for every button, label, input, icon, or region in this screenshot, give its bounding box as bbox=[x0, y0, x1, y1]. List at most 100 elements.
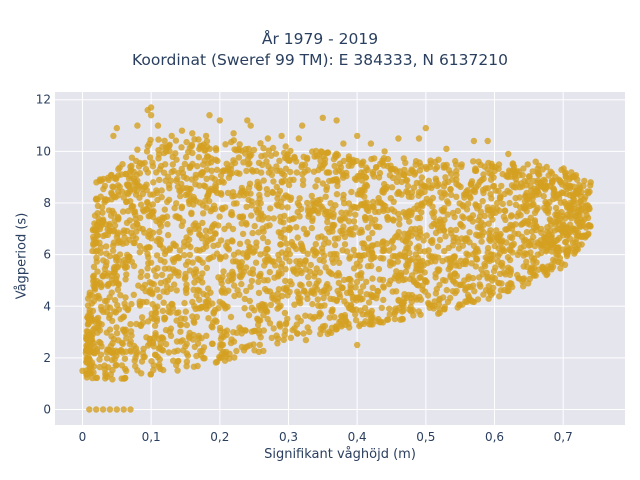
data-point bbox=[401, 248, 409, 255]
data-point bbox=[179, 169, 187, 177]
data-point bbox=[145, 233, 152, 240]
data-point bbox=[423, 232, 430, 239]
data-point bbox=[387, 166, 394, 173]
data-point bbox=[442, 191, 449, 198]
data-point bbox=[183, 281, 190, 288]
data-point bbox=[93, 278, 101, 285]
data-point bbox=[339, 284, 346, 292]
data-point bbox=[311, 290, 318, 297]
data-point bbox=[111, 297, 119, 304]
data-point bbox=[346, 275, 353, 283]
data-point bbox=[199, 202, 207, 209]
data-point bbox=[523, 228, 531, 236]
data-point bbox=[255, 278, 262, 286]
data-point bbox=[480, 291, 487, 298]
data-point bbox=[241, 295, 248, 303]
data-point bbox=[527, 249, 534, 256]
data-point bbox=[255, 289, 263, 297]
data-point bbox=[189, 130, 196, 137]
data-point bbox=[157, 340, 164, 347]
data-point bbox=[465, 200, 472, 207]
data-point bbox=[427, 258, 435, 265]
data-point bbox=[248, 328, 256, 335]
data-point bbox=[93, 348, 101, 355]
data-point bbox=[99, 272, 106, 280]
data-point bbox=[439, 208, 447, 215]
data-point bbox=[164, 221, 171, 228]
data-point bbox=[143, 148, 151, 155]
data-point bbox=[538, 229, 545, 236]
data-point bbox=[564, 232, 571, 239]
data-point bbox=[400, 209, 407, 216]
data-point bbox=[384, 155, 392, 163]
data-point bbox=[294, 234, 301, 241]
data-point bbox=[182, 153, 190, 161]
data-point bbox=[485, 295, 492, 302]
data-point bbox=[327, 295, 334, 302]
data-point bbox=[211, 230, 219, 237]
data-point bbox=[219, 273, 226, 281]
data-point bbox=[114, 213, 122, 221]
data-point bbox=[154, 265, 161, 272]
data-point bbox=[249, 229, 256, 237]
data-point bbox=[117, 239, 124, 246]
data-point bbox=[520, 243, 527, 250]
data-point bbox=[208, 323, 215, 330]
data-point bbox=[447, 294, 454, 302]
data-point bbox=[230, 329, 237, 336]
data-point bbox=[109, 376, 116, 383]
data-point bbox=[447, 264, 454, 271]
data-point bbox=[414, 214, 421, 222]
data-point bbox=[153, 317, 161, 324]
data-point bbox=[390, 198, 397, 205]
data-point bbox=[243, 167, 250, 175]
data-point bbox=[160, 299, 167, 306]
data-point bbox=[158, 193, 165, 201]
data-point bbox=[216, 213, 223, 220]
data-point bbox=[162, 161, 169, 168]
data-point bbox=[325, 169, 333, 176]
data-point bbox=[362, 174, 369, 181]
data-point bbox=[500, 213, 508, 220]
data-point bbox=[162, 341, 170, 348]
data-point bbox=[548, 248, 556, 255]
data-point bbox=[489, 274, 496, 281]
data-point bbox=[157, 365, 164, 372]
data-point bbox=[175, 269, 182, 276]
y-tick-label: 2 bbox=[43, 351, 51, 365]
data-point bbox=[272, 150, 280, 157]
data-point bbox=[187, 163, 194, 170]
y-tick-label: 0 bbox=[43, 403, 51, 417]
data-point bbox=[547, 221, 555, 228]
data-point bbox=[339, 174, 347, 181]
data-point bbox=[221, 225, 228, 233]
data-point bbox=[233, 347, 240, 355]
data-point bbox=[161, 206, 168, 213]
data-point bbox=[311, 313, 319, 321]
data-point bbox=[225, 277, 232, 285]
data-point bbox=[471, 188, 479, 196]
data-point bbox=[208, 167, 215, 174]
data-point bbox=[203, 264, 211, 272]
data-point bbox=[182, 191, 189, 199]
data-point bbox=[381, 148, 388, 155]
data-point bbox=[396, 251, 404, 258]
data-point bbox=[507, 234, 514, 241]
data-point bbox=[567, 182, 574, 190]
data-point bbox=[127, 338, 134, 345]
data-point bbox=[137, 214, 144, 222]
data-point bbox=[254, 199, 261, 206]
data-point bbox=[256, 330, 263, 337]
data-point bbox=[270, 215, 277, 222]
data-point bbox=[94, 268, 101, 275]
data-point bbox=[128, 332, 135, 339]
data-point bbox=[523, 258, 530, 265]
data-point bbox=[303, 231, 310, 238]
data-point bbox=[238, 147, 245, 154]
data-point bbox=[200, 210, 207, 217]
data-point bbox=[352, 284, 359, 291]
data-point bbox=[113, 324, 120, 331]
data-point bbox=[327, 269, 334, 277]
data-point bbox=[488, 160, 495, 167]
data-point bbox=[136, 159, 144, 167]
